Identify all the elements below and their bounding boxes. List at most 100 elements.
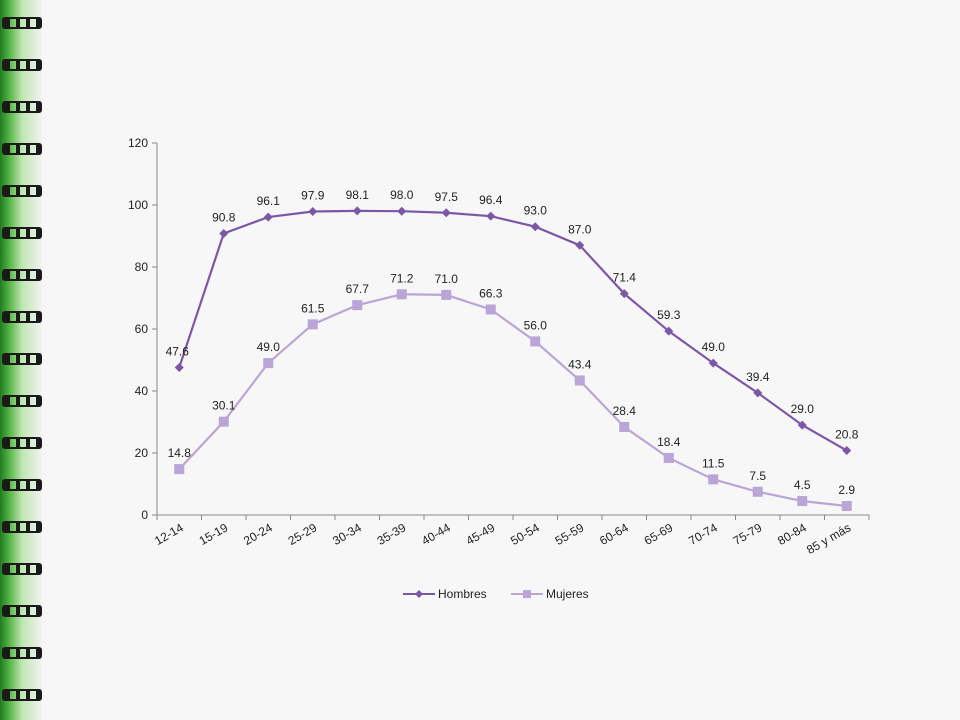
data-label-hombres: 71.4 [613, 271, 637, 285]
point-hombres [219, 229, 229, 239]
legend-label-hombres: Hombres [438, 587, 487, 601]
y-tick-label: 0 [141, 508, 148, 522]
data-label-hombres: 47.6 [166, 344, 190, 358]
point-mujeres [708, 474, 719, 485]
data-label-mujeres: 14.8 [168, 446, 192, 460]
x-tick-label: 25-29 [286, 520, 320, 548]
x-tick-label: 12-14 [152, 520, 186, 548]
x-tick-label: 85 y más [804, 520, 853, 556]
y-tick-label: 20 [135, 446, 149, 460]
data-label-hombres: 98.1 [346, 188, 370, 202]
point-hombres [575, 240, 585, 250]
binding-ring [2, 560, 42, 575]
x-tick-label: 20-24 [241, 520, 275, 548]
data-label-mujeres: 61.5 [301, 301, 325, 315]
point-mujeres [352, 300, 363, 311]
data-label-mujeres: 71.2 [390, 271, 414, 285]
point-mujeres [441, 289, 452, 300]
point-mujeres [307, 319, 318, 330]
point-hombres [797, 420, 807, 430]
point-mujeres [485, 304, 496, 315]
point-hombres [619, 289, 629, 299]
binding-ring [2, 518, 42, 533]
point-mujeres [530, 336, 541, 347]
binding-ring [2, 686, 42, 701]
y-tick-label: 60 [135, 322, 149, 336]
x-tick-label: 40-44 [419, 520, 453, 548]
data-label-mujeres: 67.7 [346, 282, 370, 296]
data-label-mujeres: 2.9 [838, 483, 855, 497]
point-hombres [708, 358, 718, 368]
data-label-hombres: 20.8 [835, 428, 859, 442]
point-hombres [753, 388, 763, 398]
chart-legend: Hombres Mujeres [403, 587, 589, 601]
data-label-mujeres: 49.0 [257, 340, 281, 354]
chart-data-labels: 47.6 90.8 96.1 97.9 98.1 98.0 97.5 96.4 93.0 87.0… [166, 188, 859, 497]
point-mujeres [797, 496, 808, 507]
data-label-mujeres: 43.4 [568, 357, 592, 371]
x-tick-label: 30-34 [330, 520, 364, 548]
binding-ring [2, 392, 42, 407]
data-label-mujeres: 7.5 [749, 469, 766, 483]
legend-marker-mujeres [523, 590, 531, 598]
point-mujeres [663, 452, 674, 463]
x-tick-label: 35-39 [375, 520, 409, 548]
binding-ring [2, 224, 42, 239]
data-label-mujeres: 11.5 [702, 456, 725, 470]
binding-ring [2, 182, 42, 197]
data-label-hombres: 59.3 [657, 308, 681, 322]
point-mujeres [619, 421, 630, 432]
point-hombres [352, 206, 362, 216]
point-hombres [397, 206, 407, 216]
data-label-hombres: 98.0 [390, 188, 414, 202]
data-label-mujeres: 56.0 [524, 318, 548, 332]
point-mujeres [574, 375, 585, 386]
legend-marker-hombres [415, 590, 423, 598]
data-label-hombres: 29.0 [791, 402, 815, 416]
point-hombres [263, 212, 273, 222]
data-label-mujeres: 66.3 [479, 286, 503, 300]
chart-series [174, 206, 852, 512]
binding-ring [2, 644, 42, 659]
binding-ring [2, 98, 42, 113]
binding-ring [2, 56, 42, 71]
y-tick-label: 120 [128, 136, 148, 150]
legend-label-mujeres: Mujeres [546, 587, 589, 601]
data-label-hombres: 97.9 [301, 189, 325, 203]
binding-ring [2, 266, 42, 281]
point-mujeres [218, 416, 229, 427]
point-mujeres [174, 464, 185, 475]
y-tick-label: 80 [135, 260, 149, 274]
x-tick-label: 15-19 [197, 520, 231, 548]
data-label-hombres: 96.4 [479, 193, 503, 207]
data-label-hombres: 90.8 [212, 211, 236, 225]
x-tick-label: 45-49 [464, 520, 498, 548]
data-label-hombres: 93.0 [524, 204, 548, 218]
spiral-binding [0, 0, 42, 720]
point-mujeres [841, 501, 852, 512]
data-label-mujeres: 18.4 [657, 435, 681, 449]
binding-ring [2, 434, 42, 449]
series-line-mujeres [178, 293, 847, 508]
x-tick-label: 75-79 [731, 520, 765, 548]
x-tick-label: 60-64 [597, 520, 631, 548]
point-hombres [486, 211, 496, 221]
x-tick-label: 50-54 [508, 520, 542, 548]
point-hombres [842, 446, 852, 456]
point-hombres [664, 326, 674, 336]
data-label-hombres: 87.0 [568, 222, 592, 236]
data-label-mujeres: 4.5 [794, 478, 811, 492]
binding-ring [2, 14, 42, 29]
data-label-hombres: 97.5 [435, 190, 459, 204]
data-label-hombres: 39.4 [746, 370, 770, 384]
binding-ring [2, 602, 42, 617]
x-tick-label: 65-69 [642, 520, 676, 548]
series-line-hombres [178, 209, 848, 452]
point-hombres [530, 222, 540, 232]
x-tick-label: 70-74 [686, 520, 720, 548]
data-label-hombres: 49.0 [702, 340, 726, 354]
binding-ring [2, 308, 42, 323]
x-tick-label: 55-59 [553, 520, 587, 548]
point-hombres [308, 207, 318, 217]
binding-ring [2, 350, 42, 365]
